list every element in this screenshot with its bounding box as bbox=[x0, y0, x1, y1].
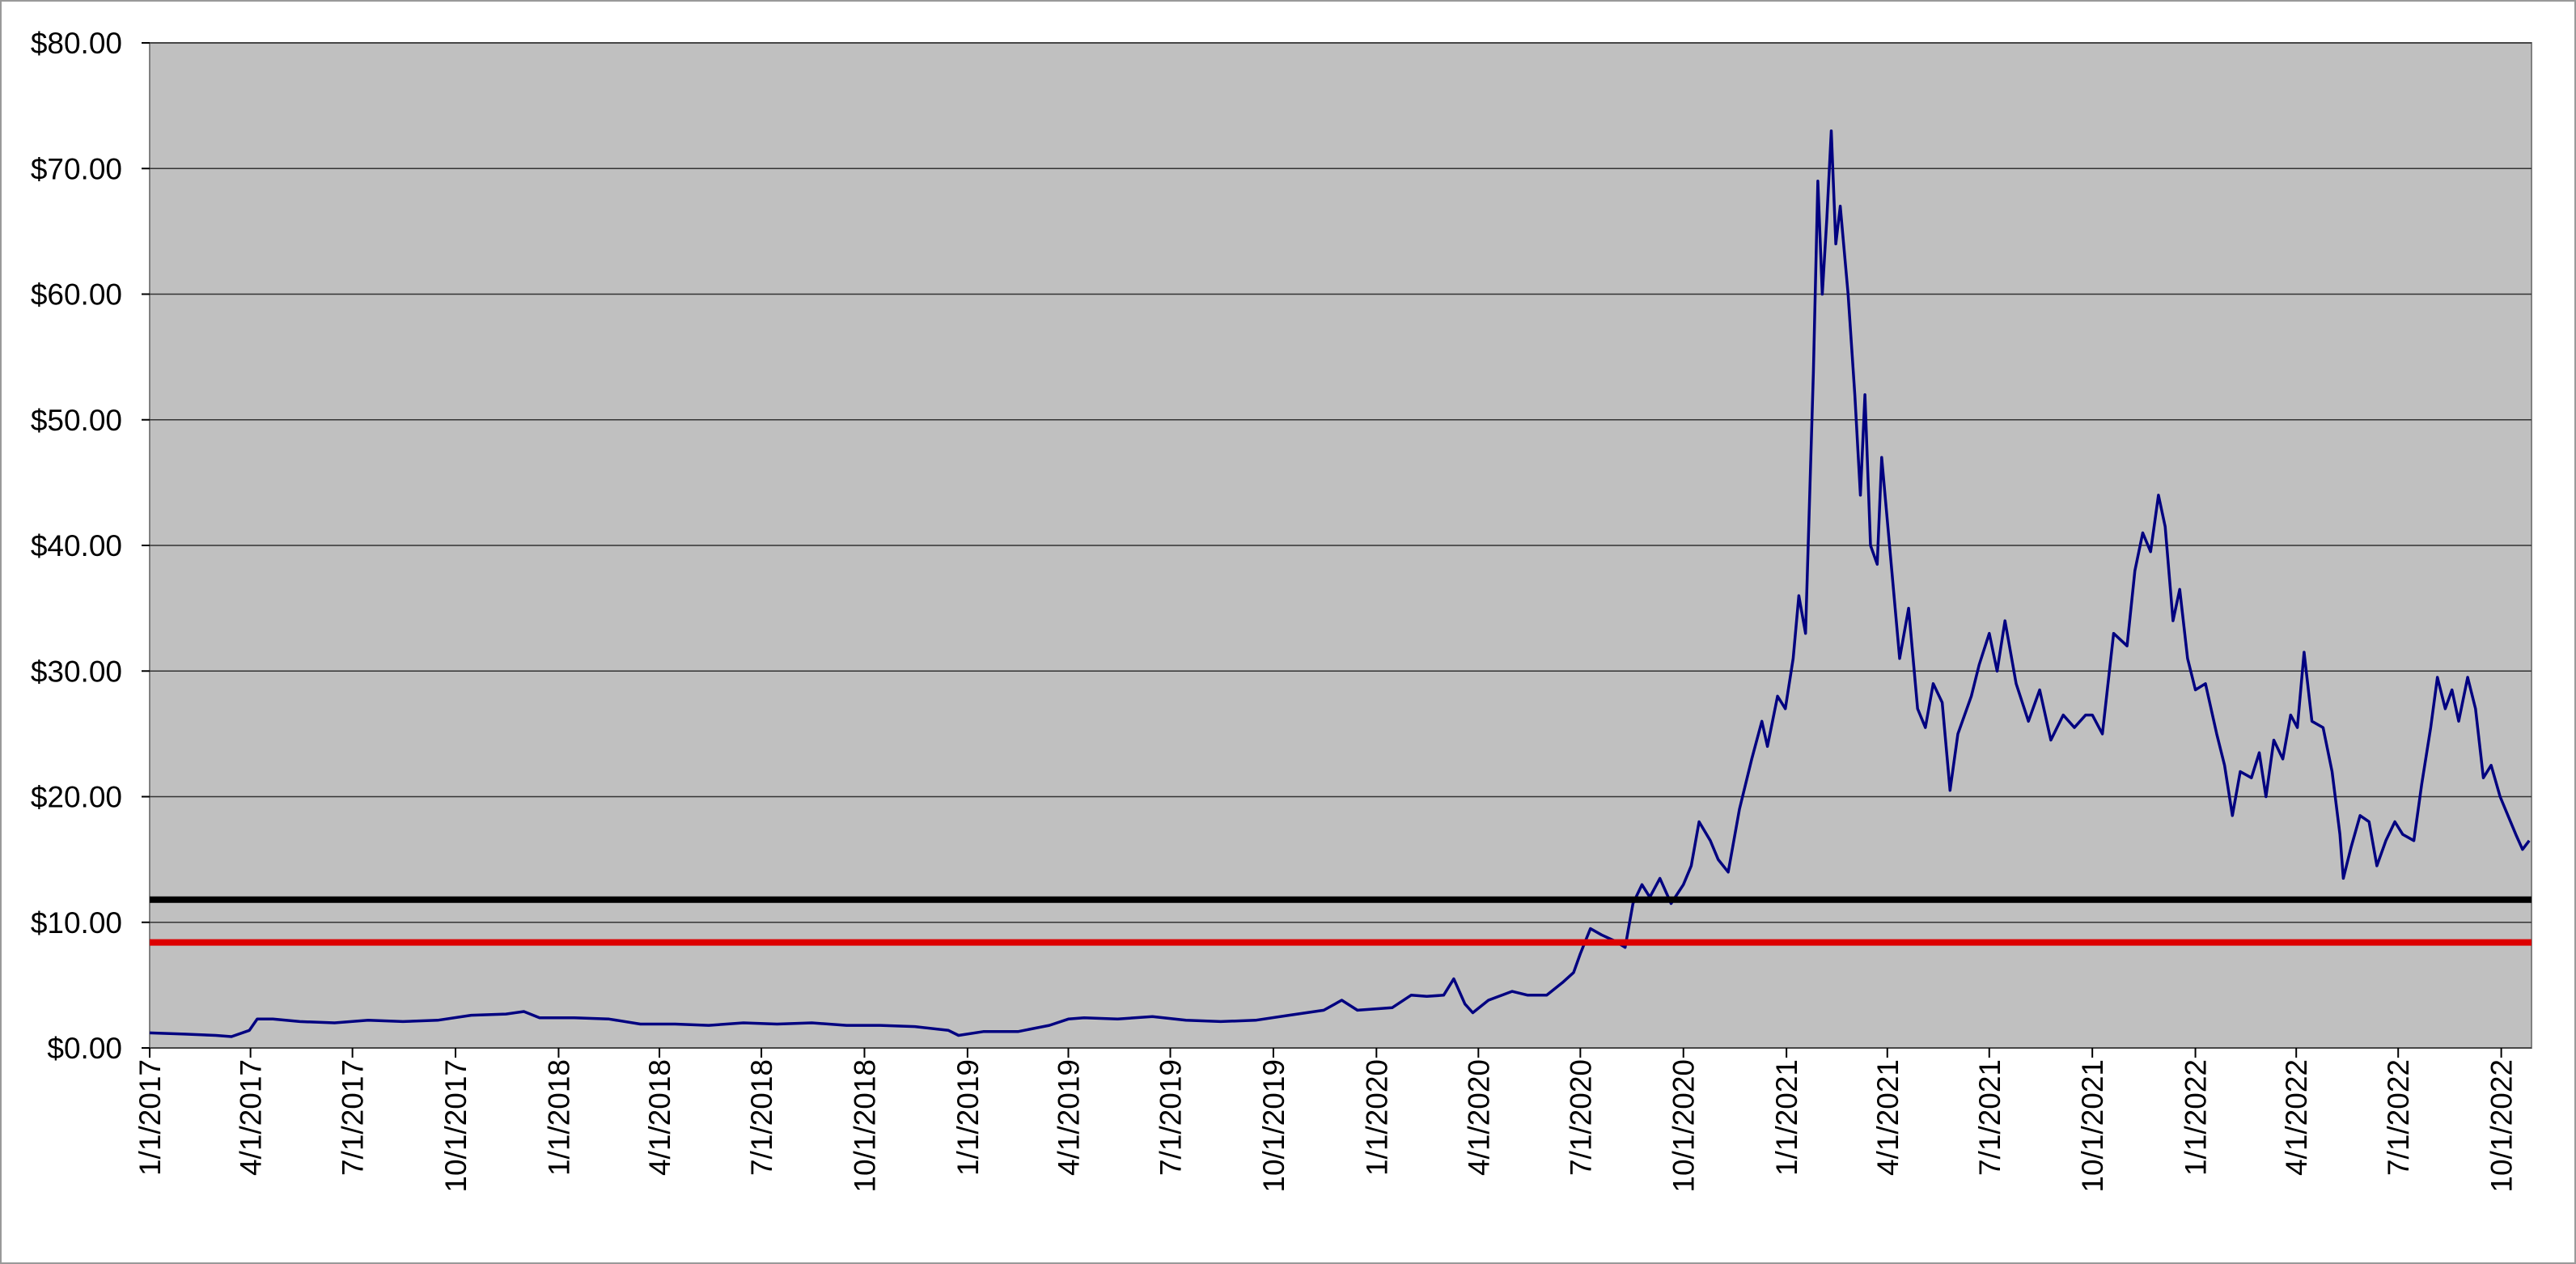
x-tick-label: 7/1/2022 bbox=[2382, 1059, 2415, 1176]
x-tick-label: 7/1/2021 bbox=[1973, 1059, 2006, 1176]
x-tick-label: 7/1/2018 bbox=[745, 1059, 778, 1176]
x-tick-label: 7/1/2017 bbox=[337, 1059, 370, 1176]
y-tick-label: $80.00 bbox=[31, 27, 122, 60]
x-tick-label: 4/1/2018 bbox=[643, 1059, 676, 1176]
y-tick-label: $30.00 bbox=[31, 655, 122, 688]
x-tick-label: 7/1/2020 bbox=[1564, 1059, 1597, 1176]
x-tick-label: 1/1/2018 bbox=[542, 1059, 575, 1176]
x-tick-label: 10/1/2021 bbox=[2076, 1059, 2109, 1193]
x-tick-label: 1/1/2022 bbox=[2180, 1059, 2213, 1176]
x-tick-label: 10/1/2022 bbox=[2485, 1059, 2519, 1193]
x-tick-label: 4/1/2021 bbox=[1871, 1059, 1904, 1176]
x-tick-label: 4/1/2017 bbox=[235, 1059, 268, 1176]
x-tick-label: 4/1/2020 bbox=[1462, 1059, 1495, 1176]
x-tick-label: 10/1/2018 bbox=[848, 1059, 881, 1193]
x-tick-label: 1/1/2021 bbox=[1770, 1059, 1803, 1176]
price-line bbox=[149, 129, 2531, 1038]
y-tick-label: $60.00 bbox=[31, 278, 122, 312]
x-tick-label: 10/1/2020 bbox=[1667, 1059, 1701, 1193]
y-tick-label: $70.00 bbox=[31, 152, 122, 185]
x-tick-label: 1/1/2020 bbox=[1360, 1059, 1393, 1176]
x-tick-label: 4/1/2019 bbox=[1053, 1059, 1086, 1176]
x-tick-label: 7/1/2019 bbox=[1155, 1059, 1188, 1176]
x-tick-label: 1/1/2017 bbox=[133, 1059, 167, 1176]
y-tick-label: $20.00 bbox=[31, 781, 122, 814]
x-tick-label: 10/1/2019 bbox=[1257, 1059, 1290, 1193]
y-tick-label: $40.00 bbox=[31, 529, 122, 562]
y-tick-label: $10.00 bbox=[31, 906, 122, 940]
x-tick-label: 4/1/2022 bbox=[2280, 1059, 2313, 1176]
y-tick-label: $0.00 bbox=[47, 1032, 122, 1065]
x-tick-label: 1/1/2019 bbox=[951, 1059, 985, 1176]
y-tick-label: $50.00 bbox=[31, 404, 122, 437]
x-tick-label: 10/1/2017 bbox=[439, 1059, 472, 1193]
